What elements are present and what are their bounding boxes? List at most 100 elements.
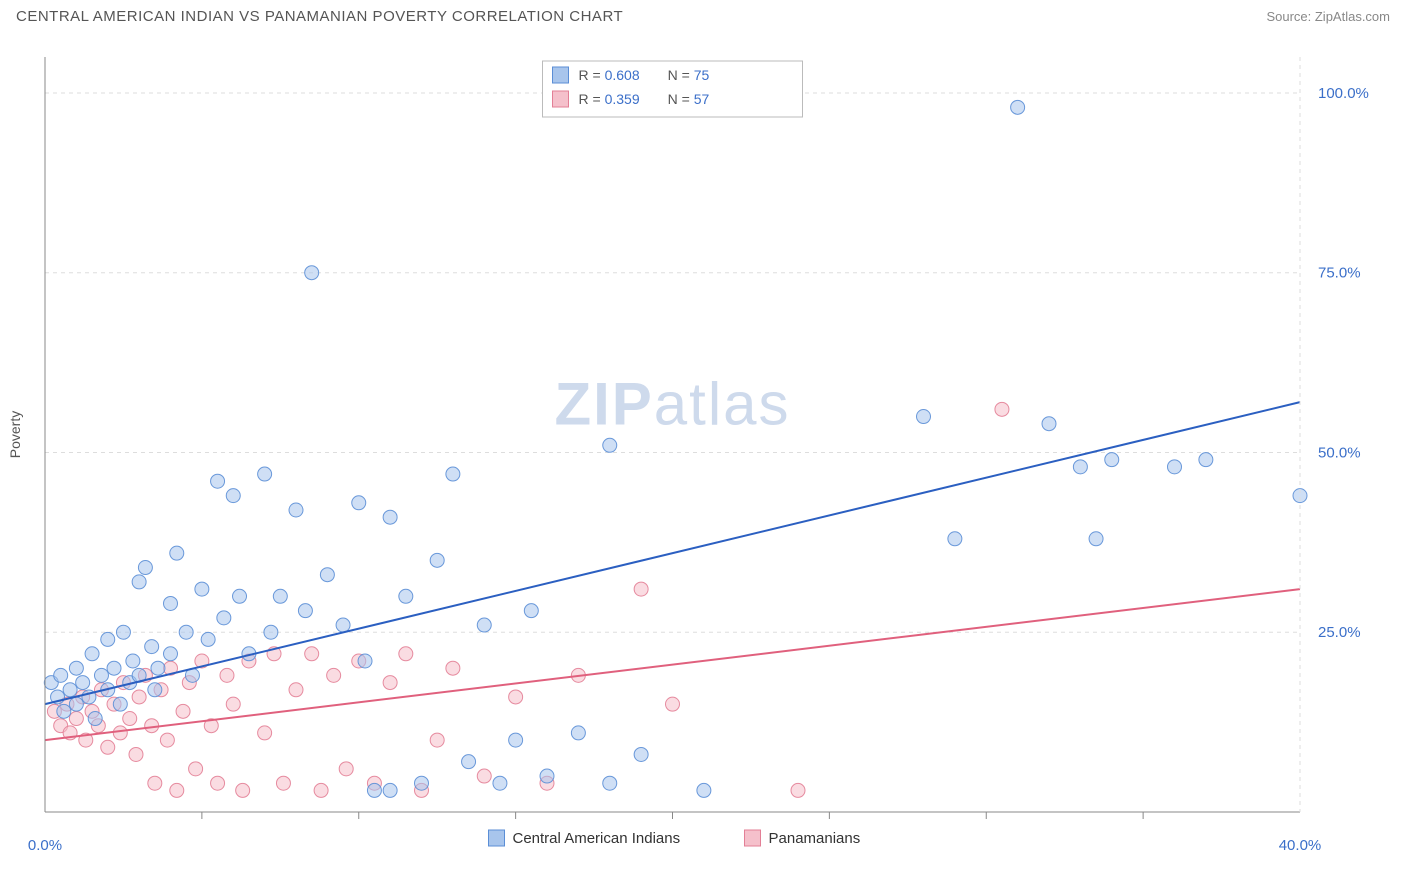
- data-point: [336, 618, 350, 632]
- data-point: [305, 266, 319, 280]
- data-point: [57, 704, 71, 718]
- data-point: [132, 690, 146, 704]
- scatter-chart: ZIPatlas0.0%40.0%25.0%50.0%75.0%100.0%Po…: [0, 37, 1406, 867]
- data-point: [948, 532, 962, 546]
- data-point: [399, 589, 413, 603]
- data-point: [126, 654, 140, 668]
- data-point: [383, 676, 397, 690]
- data-point: [1168, 460, 1182, 474]
- data-point: [298, 604, 312, 618]
- data-point: [352, 496, 366, 510]
- data-point: [151, 661, 165, 675]
- chart-area: ZIPatlas0.0%40.0%25.0%50.0%75.0%100.0%Po…: [0, 37, 1406, 867]
- data-point: [273, 589, 287, 603]
- legend-swatch: [553, 91, 569, 107]
- chart-header: CENTRAL AMERICAN INDIAN VS PANAMANIAN PO…: [0, 0, 1406, 37]
- y-tick-label: 25.0%: [1318, 624, 1361, 641]
- data-point: [132, 575, 146, 589]
- data-point: [383, 783, 397, 797]
- data-point: [123, 712, 137, 726]
- data-point: [339, 762, 353, 776]
- data-point: [176, 704, 190, 718]
- data-point: [85, 647, 99, 661]
- watermark: ZIPatlas: [554, 371, 790, 438]
- data-point: [289, 503, 303, 517]
- data-point: [1199, 453, 1213, 467]
- data-point: [226, 489, 240, 503]
- data-point: [94, 668, 108, 682]
- data-point: [69, 697, 83, 711]
- data-point: [1042, 417, 1056, 431]
- data-point: [179, 625, 193, 639]
- data-point: [666, 697, 680, 711]
- data-point: [276, 776, 290, 790]
- legend-swatch: [745, 830, 761, 846]
- x-tick-label: 0.0%: [28, 837, 62, 854]
- data-point: [1105, 453, 1119, 467]
- legend-swatch: [489, 830, 505, 846]
- data-point: [415, 776, 429, 790]
- data-point: [571, 726, 585, 740]
- y-axis-title: Poverty: [7, 411, 23, 458]
- data-point: [189, 762, 203, 776]
- data-point: [493, 776, 507, 790]
- data-point: [170, 783, 184, 797]
- chart-source: Source: ZipAtlas.com: [1266, 9, 1390, 24]
- data-point: [320, 568, 334, 582]
- data-point: [462, 755, 476, 769]
- data-point: [101, 632, 115, 646]
- data-point: [264, 625, 278, 639]
- data-point: [446, 661, 460, 675]
- data-point: [76, 676, 90, 690]
- data-point: [116, 625, 130, 639]
- data-point: [1089, 532, 1103, 546]
- data-point: [160, 733, 174, 747]
- data-point: [145, 640, 159, 654]
- data-point: [917, 410, 931, 424]
- data-point: [69, 712, 83, 726]
- data-point: [697, 783, 711, 797]
- data-point: [509, 733, 523, 747]
- data-point: [327, 668, 341, 682]
- data-point: [88, 712, 102, 726]
- data-point: [164, 647, 178, 661]
- data-point: [383, 510, 397, 524]
- data-point: [540, 769, 554, 783]
- legend-swatch: [553, 67, 569, 83]
- data-point: [634, 747, 648, 761]
- data-point: [129, 747, 143, 761]
- data-point: [603, 438, 617, 452]
- data-point: [148, 776, 162, 790]
- data-point: [603, 776, 617, 790]
- data-point: [113, 697, 127, 711]
- x-tick-label: 40.0%: [1279, 837, 1322, 854]
- data-point: [201, 632, 215, 646]
- data-point: [791, 783, 805, 797]
- legend-label: Panamanians: [769, 830, 861, 847]
- data-point: [477, 769, 491, 783]
- data-point: [289, 683, 303, 697]
- data-point: [233, 589, 247, 603]
- data-point: [195, 582, 209, 596]
- chart-title: CENTRAL AMERICAN INDIAN VS PANAMANIAN PO…: [16, 8, 623, 25]
- data-point: [217, 611, 231, 625]
- data-point: [509, 690, 523, 704]
- data-point: [477, 618, 491, 632]
- data-point: [220, 668, 234, 682]
- data-point: [995, 402, 1009, 416]
- data-point: [1011, 100, 1025, 114]
- data-point: [305, 647, 319, 661]
- data-point: [101, 740, 115, 754]
- data-point: [54, 668, 68, 682]
- legend-label: Central American Indians: [513, 830, 681, 847]
- y-tick-label: 50.0%: [1318, 444, 1361, 461]
- data-point: [314, 783, 328, 797]
- data-point: [446, 467, 460, 481]
- data-point: [358, 654, 372, 668]
- data-point: [258, 467, 272, 481]
- data-point: [107, 661, 121, 675]
- data-point: [170, 546, 184, 560]
- y-tick-label: 75.0%: [1318, 265, 1361, 282]
- data-point: [430, 733, 444, 747]
- data-point: [367, 783, 381, 797]
